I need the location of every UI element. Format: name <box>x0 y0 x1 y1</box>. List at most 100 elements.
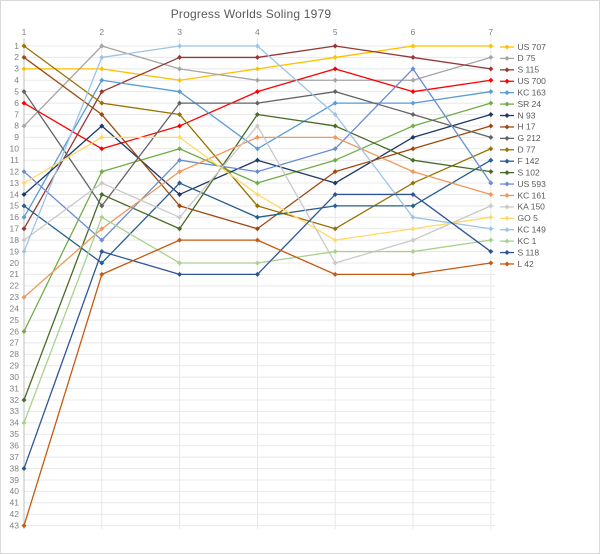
data-point-marker <box>332 89 338 95</box>
data-point-marker <box>488 112 494 118</box>
data-point-marker <box>488 123 494 129</box>
data-point-marker <box>410 203 416 209</box>
data-point-marker <box>99 134 105 140</box>
legend-label: L 42 <box>518 259 535 269</box>
data-point-marker <box>410 123 416 129</box>
data-point-marker <box>488 226 494 232</box>
data-point-marker <box>254 169 260 175</box>
data-point-marker <box>177 77 183 83</box>
y-tick-label: 9 <box>14 132 19 142</box>
y-tick-label: 11 <box>10 155 19 165</box>
data-point-marker <box>488 134 494 140</box>
data-point-marker <box>99 100 105 106</box>
data-point-marker <box>332 54 338 60</box>
legend-marker-icon <box>504 158 510 164</box>
legend-marker-icon <box>504 113 510 119</box>
data-point-marker <box>410 100 416 106</box>
data-point-marker <box>21 123 27 129</box>
y-tick-label: 14 <box>10 189 20 199</box>
data-point-marker <box>488 54 494 60</box>
data-point-marker <box>99 226 105 232</box>
data-point-marker <box>332 77 338 83</box>
data-point-marker <box>177 226 183 232</box>
legend-marker-icon <box>504 147 510 153</box>
data-point-marker <box>99 77 105 83</box>
data-point-marker <box>21 169 27 175</box>
data-point-marker <box>488 66 494 72</box>
data-point-marker <box>488 146 494 152</box>
data-point-marker <box>254 237 260 243</box>
data-point-marker <box>332 43 338 49</box>
data-point-marker <box>332 249 338 255</box>
legend-label: SR 24 <box>518 99 542 109</box>
data-point-marker <box>332 180 338 186</box>
legend-label: S 102 <box>518 167 540 177</box>
data-point-marker <box>254 66 260 72</box>
y-tick-label: 21 <box>10 269 20 279</box>
legend-marker-icon <box>504 204 510 210</box>
y-tick-label: 30 <box>10 372 20 382</box>
data-point-marker <box>99 169 105 175</box>
legend-label: S 118 <box>518 247 540 257</box>
data-point-marker <box>99 43 105 49</box>
y-tick-label: 16 <box>10 212 20 222</box>
data-point-marker <box>21 294 27 300</box>
legend-marker-icon <box>504 67 510 73</box>
data-point-marker <box>254 157 260 163</box>
y-tick-label: 6 <box>14 98 19 108</box>
chart-title: Progress Worlds Soling 1979 <box>170 7 332 21</box>
y-tick-label: 40 <box>10 486 20 496</box>
data-point-marker <box>332 123 338 129</box>
data-point-marker <box>99 214 105 220</box>
data-point-marker <box>177 134 183 140</box>
data-point-marker <box>254 271 260 277</box>
data-point-marker <box>332 100 338 106</box>
legend-marker-icon <box>504 124 510 130</box>
legend-marker-icon <box>504 90 510 96</box>
legend-label: US 700 <box>518 76 547 86</box>
y-tick-label: 38 <box>10 463 20 473</box>
legend-marker-icon <box>504 101 510 107</box>
y-tick-label: 12 <box>10 166 20 176</box>
legend-marker-icon <box>504 135 510 141</box>
data-point-marker <box>488 77 494 83</box>
data-point-marker <box>410 134 416 140</box>
legend-marker-icon <box>504 238 510 244</box>
data-point-marker <box>21 89 27 95</box>
data-point-marker <box>177 237 183 243</box>
y-tick-label: 2 <box>14 52 19 62</box>
y-tick-label: 32 <box>10 395 20 405</box>
data-point-marker <box>332 191 338 197</box>
y-tick-label: 34 <box>10 418 20 428</box>
data-point-marker <box>99 191 105 197</box>
data-point-marker <box>410 180 416 186</box>
y-tick-label: 42 <box>10 509 20 519</box>
data-point-marker <box>21 420 27 426</box>
y-tick-label: 36 <box>10 441 20 451</box>
data-point-marker <box>21 100 27 106</box>
y-tick-label: 27 <box>10 338 20 348</box>
y-tick-label: 25 <box>10 315 20 325</box>
data-point-marker <box>488 100 494 106</box>
y-tick-label: 4 <box>14 75 19 85</box>
data-point-marker <box>177 169 183 175</box>
data-point-marker <box>254 112 260 118</box>
data-point-marker <box>410 77 416 83</box>
y-tick-label: 24 <box>10 303 20 313</box>
data-point-marker <box>21 523 27 529</box>
data-point-marker <box>21 43 27 49</box>
data-point-marker <box>99 249 105 255</box>
data-point-marker <box>99 112 105 118</box>
data-point-marker <box>177 271 183 277</box>
legend-label: G 212 <box>518 133 541 143</box>
data-point-marker <box>410 112 416 118</box>
data-point-marker <box>410 191 416 197</box>
y-tick-label: 13 <box>10 178 20 188</box>
y-tick-label: 31 <box>10 383 20 393</box>
legend-marker-icon <box>504 55 510 61</box>
y-tick-label: 41 <box>10 498 20 508</box>
data-point-marker <box>410 54 416 60</box>
data-point-marker <box>332 226 338 232</box>
data-point-marker <box>410 271 416 277</box>
